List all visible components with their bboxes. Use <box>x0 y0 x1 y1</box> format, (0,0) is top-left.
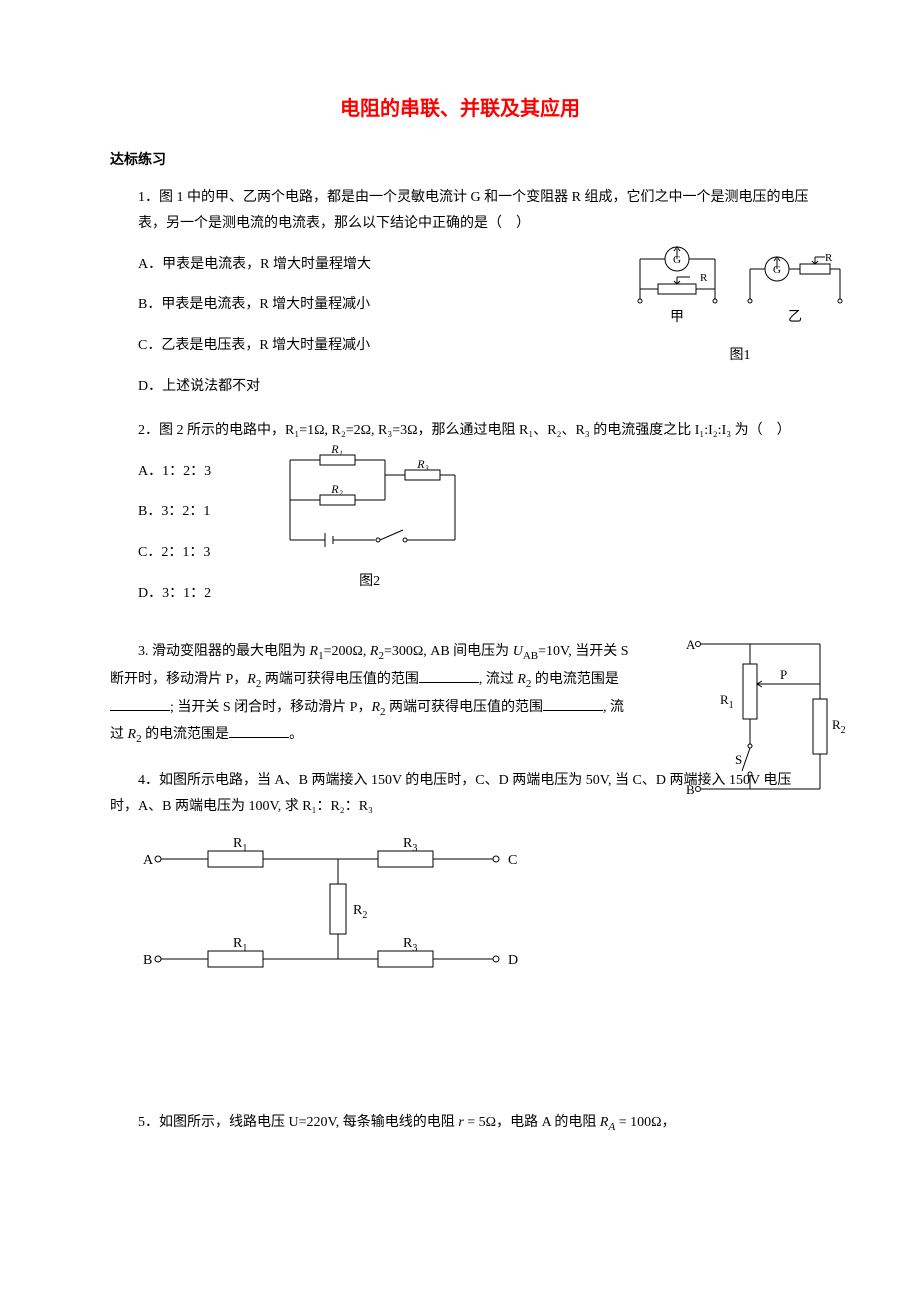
svg-text:A: A <box>686 637 696 652</box>
q2-opt-c: C．2：1：3 <box>138 540 211 567</box>
svg-text:R2: R2 <box>353 903 367 921</box>
q1-text: 1．图 1 中的甲、乙两个电路，都是由一个灵敏电流计 G 和一个变阻器 R 组成… <box>110 185 810 238</box>
section-header: 达标练习 <box>110 148 810 175</box>
question-1: 1．图 1 中的甲、乙两个电路，都是由一个灵敏电流计 G 和一个变阻器 R 组成… <box>110 185 810 401</box>
svg-text:R₃: R₃ <box>416 457 429 471</box>
question-5: 5．如图所示，线路电压 U=220V, 每条输电线的电阻 r = 5Ω，电路 A… <box>110 1110 810 1138</box>
svg-text:R2: R2 <box>832 717 846 736</box>
svg-text:A: A <box>143 853 154 868</box>
page-title: 电阻的串联、并联及其应用 <box>110 90 810 128</box>
question-2: 2．图 2 所示的电路中，R₁=1Ω, R₂=2Ω, R₃=3Ω，那么通过电阻 … <box>110 418 810 621</box>
svg-text:R₁: R₁ <box>330 442 343 456</box>
svg-text:R1: R1 <box>720 692 734 711</box>
q2-opt-b: B．3：2：1 <box>138 499 211 526</box>
g-label: G <box>673 254 681 266</box>
fig2-label: 图2 <box>275 569 465 596</box>
q2-opt-d: D．3：1：2 <box>138 581 211 608</box>
jia-label: 甲 <box>670 310 684 325</box>
r-label: R <box>700 272 708 284</box>
fig1-label: 图1 <box>630 343 850 370</box>
blank <box>110 696 170 711</box>
blank <box>419 668 479 683</box>
svg-text:D: D <box>508 953 518 968</box>
svg-text:B: B <box>143 953 152 968</box>
q4-text: 4．如图所示电路，当 A、B 两端接入 150V 的电压时，C、D 两端电压为 … <box>110 768 810 821</box>
q1-opt-d: D．上述说法都不对 <box>138 374 810 401</box>
q1-figure: G R 甲 G R <box>630 239 850 370</box>
question-3: 3. 滑动变阻器的最大电阻为 R1=200Ω, R2=300Ω, AB 间电压为… <box>110 639 810 750</box>
q4-figure: A R1 R3 C R2 B R1 R3 D <box>138 829 810 990</box>
q2-text: 2．图 2 所示的电路中，R₁=1Ω, R₂=2Ω, R₃=3Ω，那么通过电阻 … <box>110 418 810 445</box>
q2-figure: R₁ R₂ R₃ 图2 <box>275 445 465 596</box>
r-label-2: R <box>825 252 833 264</box>
blank <box>229 723 289 738</box>
svg-text:S: S <box>735 752 742 767</box>
g-label-2: G <box>773 264 781 276</box>
yi-label: 乙 <box>788 309 802 325</box>
svg-text:R₂: R₂ <box>330 482 343 496</box>
svg-text:P: P <box>780 667 787 682</box>
svg-text:C: C <box>508 853 517 868</box>
q5-text: 5．如图所示，线路电压 U=220V, 每条输电线的电阻 r = 5Ω，电路 A… <box>110 1110 810 1138</box>
blank <box>543 696 603 711</box>
question-4: 4．如图所示电路，当 A、B 两端接入 150V 的电压时，C、D 两端电压为 … <box>110 768 810 990</box>
q2-opt-a: A．1：2：3 <box>138 459 211 486</box>
